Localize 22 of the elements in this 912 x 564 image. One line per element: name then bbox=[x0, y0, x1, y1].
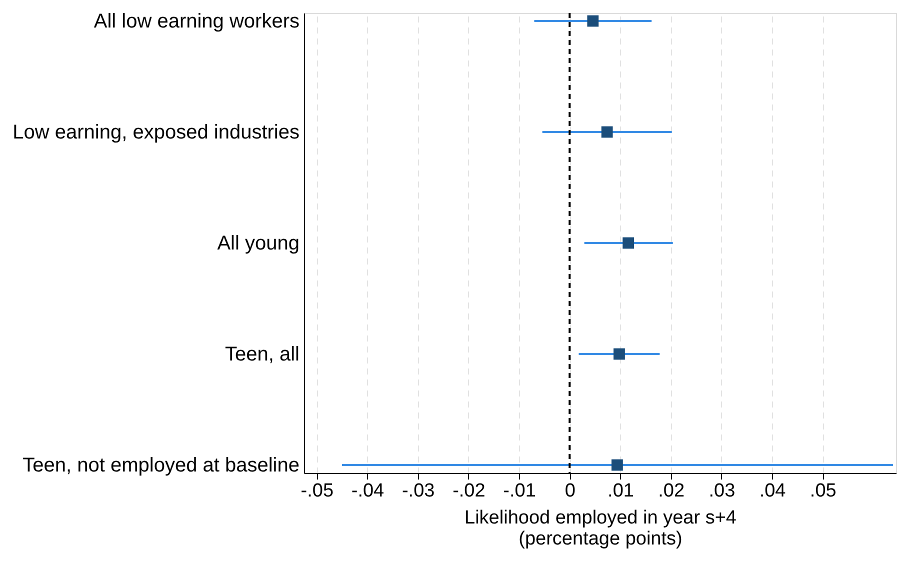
x-tick-label: .05 bbox=[810, 480, 836, 502]
x-tick-label: -.04 bbox=[351, 480, 385, 502]
point bbox=[587, 15, 599, 27]
y-tick-label: All young bbox=[217, 232, 300, 254]
x-tick-label: .01 bbox=[608, 480, 634, 502]
x-tick-label: -.05 bbox=[300, 480, 334, 502]
y-tick-label: Teen, all bbox=[225, 344, 300, 366]
x-axis-title: Likelihood employed in year s+4 (percentage points) bbox=[464, 508, 737, 550]
x-tick-label: -.01 bbox=[503, 480, 536, 502]
point bbox=[614, 348, 625, 360]
x-tick-label: .03 bbox=[708, 480, 736, 502]
x-tick-label: .04 bbox=[759, 480, 786, 502]
x-tick-label: -.02 bbox=[452, 480, 486, 502]
y-tick-label: Low earning, exposed industries bbox=[12, 121, 300, 144]
point bbox=[601, 126, 613, 138]
point bbox=[622, 237, 634, 249]
y-tick-label: All low earning workers bbox=[94, 10, 300, 32]
point bbox=[612, 459, 623, 471]
x-tick-label: .02 bbox=[658, 480, 685, 502]
y-tick-label: Teen, not employed at baseline bbox=[22, 454, 300, 477]
x-tick-label: -.03 bbox=[402, 480, 435, 502]
x-tick-label: 0 bbox=[564, 480, 576, 502]
